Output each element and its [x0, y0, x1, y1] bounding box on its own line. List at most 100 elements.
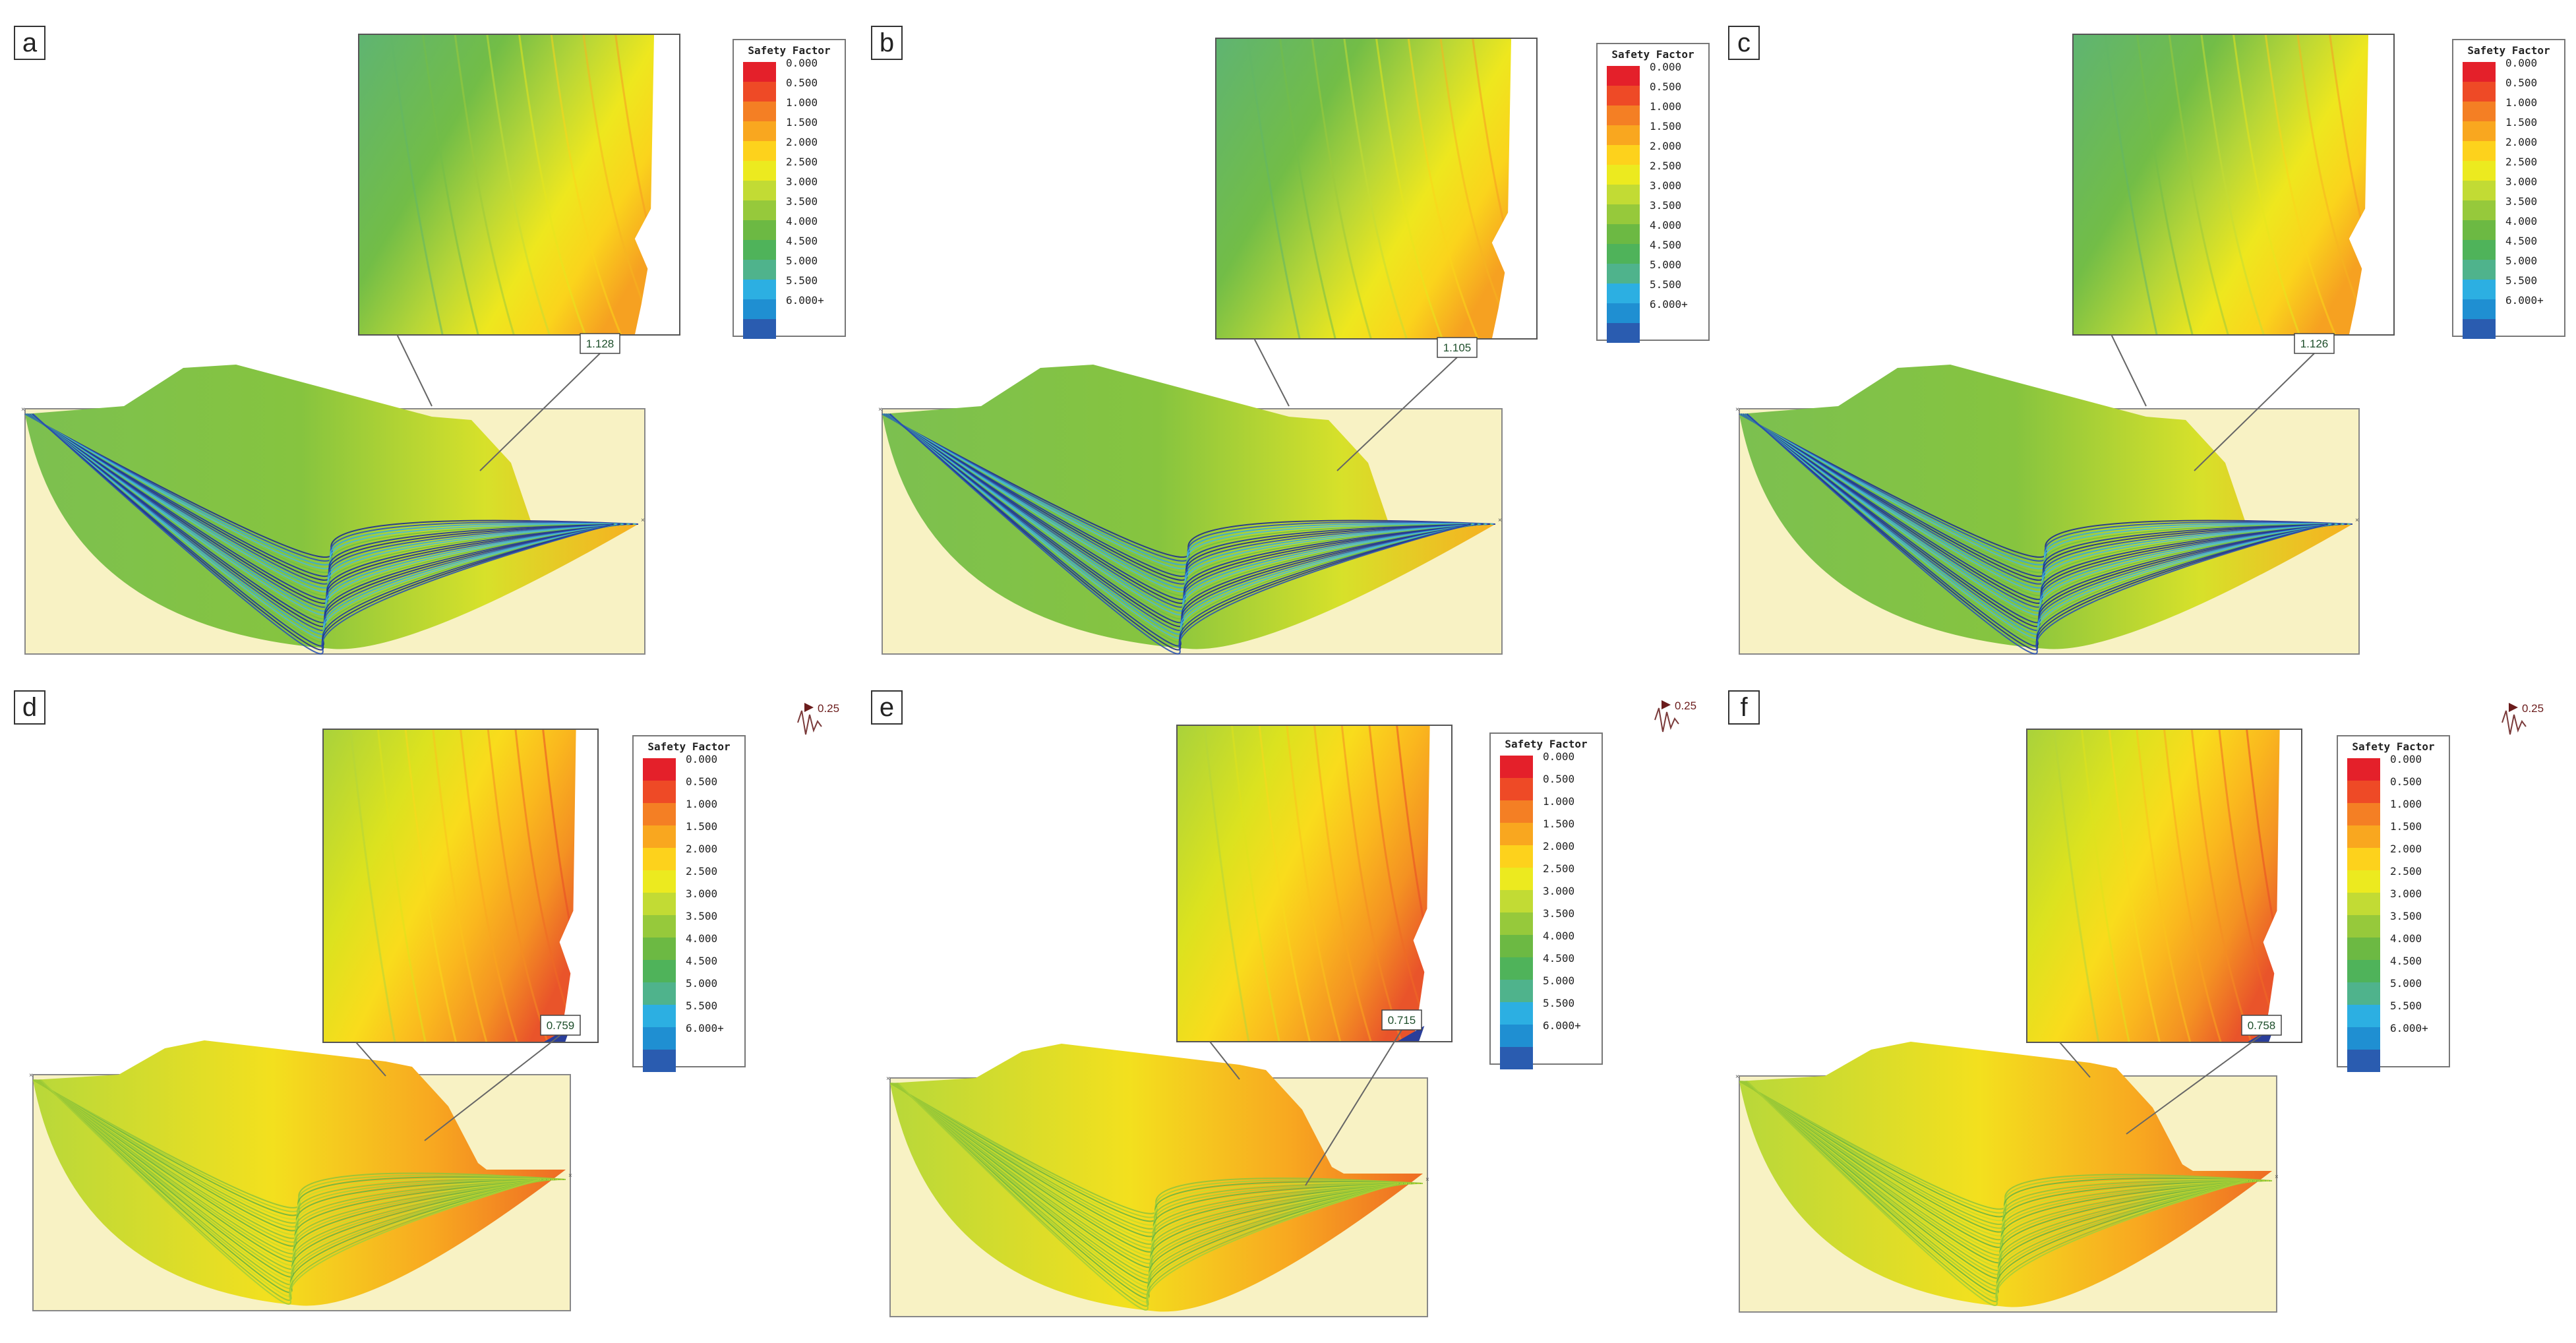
legend-swatch: [1500, 935, 1533, 957]
slope-face-cutout: [559, 729, 598, 1042]
contour-line: [1368, 725, 1433, 1042]
legend-label: 3.000: [1650, 179, 1681, 192]
contour-line: [1286, 725, 1342, 1042]
legend-swatch: [2347, 915, 2380, 938]
left-end-marker: ×: [1735, 1073, 1739, 1081]
legend-label: 3.500: [2390, 910, 2422, 922]
contour-line: [1313, 725, 1372, 1042]
legend-swatch: [743, 240, 776, 260]
zoom-inset: [2072, 34, 2395, 336]
legend-swatch: [743, 82, 776, 102]
legend-label: 5.000: [1650, 258, 1681, 271]
sf-value: 1.105: [1443, 342, 1472, 354]
right-end-marker: ×: [641, 517, 645, 524]
legend-label: 5.000: [786, 254, 818, 267]
letter-label: e: [880, 693, 894, 722]
legend-swatch: [643, 1005, 676, 1027]
slip-circle-line: [1747, 1081, 2246, 1306]
legend-swatch: [2347, 1050, 2380, 1072]
legend-label: 6.000+: [1650, 298, 1688, 311]
zoom-frame: [1215, 38, 1538, 340]
seismic-load-marker: 0.25: [797, 702, 839, 735]
legend-swatch: [1607, 204, 1640, 224]
contour-line: [2108, 729, 2161, 1043]
min-safety-factor-label: 1.105: [1437, 337, 1478, 358]
slip-circle-line: [889, 413, 1470, 655]
arrow-icon: [804, 703, 814, 712]
zoom-frame: [322, 729, 599, 1043]
sf-value: 1.128: [586, 338, 614, 350]
legend-swatch: [643, 848, 676, 870]
legend-label: 4.000: [1650, 219, 1681, 231]
legend-swatch: [1607, 185, 1640, 204]
slip-circle-line: [897, 1083, 1397, 1311]
slip-surface-fan: [1739, 1042, 2272, 1307]
legend-swatch: [643, 938, 676, 960]
legend-label: 1.000: [786, 96, 818, 109]
panel-letter: a: [14, 26, 45, 60]
contour-line: [2080, 729, 2130, 1043]
slip-circle-line: [32, 413, 614, 647]
legend-swatch: [643, 1050, 676, 1072]
contour-line: [349, 729, 396, 1043]
legend-swatch: [743, 62, 776, 82]
leader-line: [424, 1034, 561, 1141]
legend-label: 5.000: [1543, 974, 1574, 987]
legend-label: 2.000: [786, 136, 818, 148]
legend-label: 2.000: [2505, 136, 2537, 148]
slip-circle-line: [897, 1083, 1398, 1307]
legend-swatch: [643, 982, 676, 1005]
contour-line: [2168, 34, 2229, 336]
contour-line: [376, 729, 427, 1043]
legend-swatch: [743, 200, 776, 220]
legend-label: 6.000+: [786, 294, 824, 307]
sf-box: [540, 1015, 581, 1036]
legend-swatch: [643, 915, 676, 938]
legend-label: 2.500: [686, 865, 717, 878]
leader-line: [1336, 357, 1458, 471]
slip-circle-line: [1746, 1081, 2248, 1299]
zoom-frame: [1176, 725, 1453, 1042]
legend-swatch: [2463, 141, 2496, 161]
legend-swatch: [2463, 82, 2496, 102]
slip-circle-line: [40, 1079, 541, 1301]
sf-box: [2241, 1015, 2282, 1036]
legend-swatch: [2463, 220, 2496, 240]
contour-line: [2296, 34, 2372, 336]
left-end-marker: ×: [29, 1072, 33, 1079]
legend-label: 4.500: [686, 955, 717, 967]
contour-line: [390, 34, 444, 336]
legend-label: 5.500: [686, 1000, 717, 1012]
legend-label: 2.500: [1650, 160, 1681, 172]
contour-line: [2218, 729, 2283, 1043]
slip-circle-line: [38, 1079, 548, 1274]
right-end-marker: ×: [2275, 1174, 2279, 1181]
contour-line: [1340, 725, 1402, 1042]
slip-circle-line: [895, 1083, 1405, 1280]
legend-label: 2.000: [1543, 840, 1574, 852]
contour-line: [2200, 34, 2265, 336]
legend-swatch: [1607, 145, 1640, 165]
legend-label: 3.000: [1543, 885, 1574, 897]
letter-label: f: [1740, 693, 1748, 722]
zoom-field: [323, 729, 598, 1042]
arrow-icon: [2509, 703, 2518, 712]
slip-circle-line: [889, 413, 1470, 651]
letter-box: [14, 690, 45, 725]
zoom-field: [1216, 38, 1537, 339]
slip-circle-line: [32, 413, 613, 655]
contour-line: [1230, 725, 1280, 1042]
legend-swatch: [743, 319, 776, 339]
leader-line: [355, 1042, 386, 1077]
slip-circle-line: [32, 413, 613, 651]
leader-line: [479, 353, 601, 471]
legend-swatch: [2347, 1005, 2380, 1027]
letter-label: a: [22, 28, 38, 57]
contour-line: [454, 34, 515, 336]
contour-line: [2136, 34, 2194, 336]
slip-circle-line: [1744, 1081, 2254, 1279]
